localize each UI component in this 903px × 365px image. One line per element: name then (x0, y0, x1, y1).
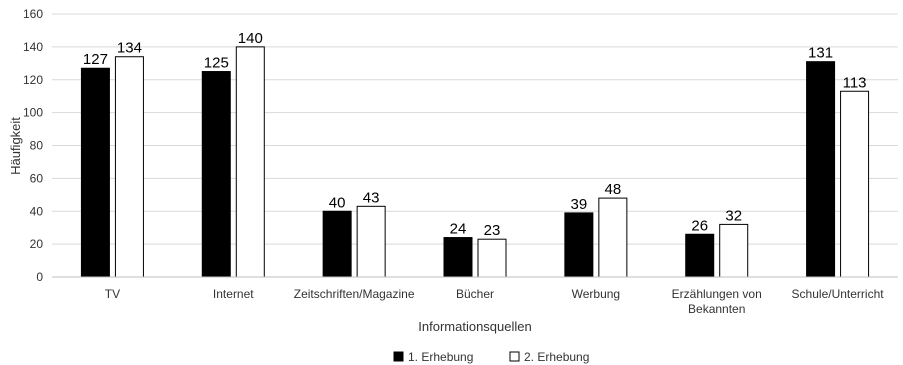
bar-s1-c1 (80, 67, 110, 278)
x-category-label-3: Zeitschriften/Magazine (294, 287, 415, 301)
legend-item-1: 1. Erhebung (393, 350, 473, 364)
bars (80, 46, 870, 278)
y-tick-label-100: 100 (23, 106, 43, 120)
x-axis-categories: TV Internet Zeitschriften/Magazine Bücher We… (105, 287, 884, 316)
y-tick-label-80: 80 (30, 139, 44, 153)
bar-s1-c3 (322, 210, 352, 278)
y-axis-ticks: 0 20 40 60 80 100 120 140 160 (23, 7, 43, 284)
x-category-label-1: TV (105, 287, 120, 301)
data-labels: 127 134 125 140 40 43 24 23 39 48 26 32 131 113 (83, 30, 867, 239)
x-category-label-5: Werbung (572, 287, 620, 301)
x-category-line: Zeitschriften/Magazine (294, 287, 415, 301)
bar-s1-c4 (443, 237, 473, 278)
data-label-s2-c5: 48 (605, 181, 622, 198)
y-tick-label-20: 20 (30, 237, 44, 251)
legend-label-2: 2. Erhebung (524, 350, 589, 364)
legend-label-1: 1. Erhebung (408, 350, 473, 364)
x-category-label-2: Internet (213, 287, 254, 301)
y-tick-label-60: 60 (30, 171, 44, 185)
data-label-s1-c6: 26 (691, 217, 708, 234)
x-axis-title: Informationsquellen (418, 319, 531, 334)
data-label-s1-c2: 125 (204, 55, 229, 72)
data-label-s2-c4: 23 (484, 222, 501, 239)
y-tick-label-160: 160 (23, 7, 43, 21)
legend: 1. Erhebung 2. Erhebung (393, 350, 589, 364)
y-tick-label-0: 0 (36, 270, 43, 284)
legend-item-2: 2. Erhebung (509, 350, 589, 364)
bar-s1-c2 (201, 71, 231, 278)
data-label-s2-c6: 32 (725, 207, 742, 224)
bar-s1-c5 (564, 212, 594, 278)
x-category-line: Werbung (572, 287, 620, 301)
data-label-s2-c7: 113 (843, 74, 867, 91)
bar-s2-c4 (477, 238, 507, 278)
data-label-s2-c1: 134 (117, 40, 142, 57)
y-tick-label-140: 140 (23, 40, 43, 54)
gridlines (52, 13, 898, 245)
bar-s1-c6 (685, 233, 715, 278)
data-label-s1-c4: 24 (450, 221, 467, 238)
bar-s2-c6 (719, 223, 749, 278)
bar-s2-c7 (840, 90, 870, 278)
data-label-s1-c5: 39 (571, 196, 588, 213)
x-category-line: Internet (213, 287, 254, 301)
y-axis-title: Häufigkeit (8, 117, 23, 175)
bar-s2-c3 (356, 205, 386, 278)
data-label-s2-c2: 140 (238, 30, 263, 47)
data-label-s1-c3: 40 (329, 194, 346, 211)
bar-s2-c1 (114, 56, 144, 278)
bar-s2-c2 (235, 46, 265, 278)
legend-swatch-1 (393, 351, 404, 362)
x-category-line: Erzählungen von (672, 287, 762, 301)
bar-s2-c5 (598, 197, 628, 278)
x-category-line: Schule/Unterricht (792, 287, 885, 301)
x-category-label-6: Erzählungen von Bekannten (672, 287, 762, 316)
x-category-line: Bücher (456, 287, 494, 301)
data-label-s2-c3: 43 (363, 189, 380, 206)
x-category-line: Bekannten (688, 302, 745, 316)
x-category-line: TV (105, 287, 120, 301)
x-category-label-4: Bücher (456, 287, 494, 301)
data-label-s1-c7: 131 (808, 45, 833, 62)
x-category-label-7: Schule/Unterricht (792, 287, 885, 301)
legend-swatch-2 (509, 351, 520, 362)
y-tick-label-40: 40 (30, 204, 44, 218)
data-label-s1-c1: 127 (83, 51, 108, 68)
bar-s1-c7 (806, 61, 836, 278)
y-tick-label-120: 120 (23, 73, 43, 87)
